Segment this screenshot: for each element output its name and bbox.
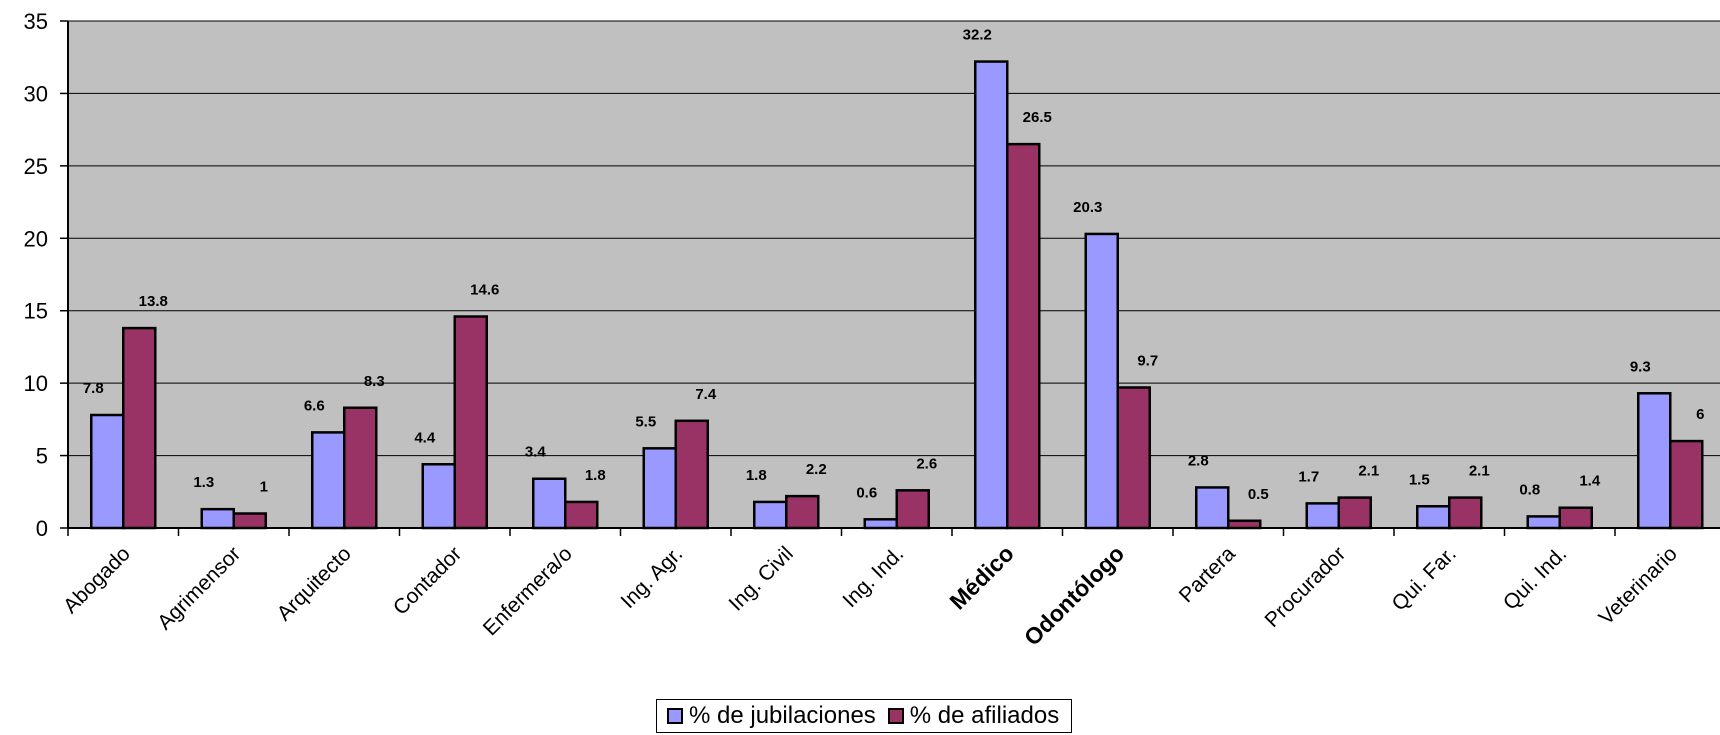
bar-afiliados — [343, 406, 378, 530]
data-label: 3.4 — [525, 444, 547, 461]
data-labels: 7.8 13.8 1.3 1 6.6 8.3 4.4 14.6 3.4 1.8 5.5 7.4 1.8 2… — [83, 27, 1705, 503]
category-label: Agrimensor — [153, 542, 245, 634]
data-label: 14.6 — [470, 282, 499, 299]
data-label: 0.8 — [1519, 481, 1540, 498]
category-label: Qui. Far. — [1388, 542, 1461, 615]
bar-jubilaciones — [1305, 502, 1340, 530]
data-label: 2.8 — [1188, 452, 1209, 469]
data-label: 9.3 — [1630, 358, 1651, 375]
data-label: 20.3 — [1073, 199, 1102, 216]
data-label: 2.6 — [916, 455, 937, 472]
data-label: 9.7 — [1137, 352, 1158, 369]
category-label: Procurador — [1261, 542, 1351, 632]
bar-afiliados — [1006, 142, 1041, 530]
category-label: Ing. Ind. — [838, 542, 908, 612]
bar-jubilaciones — [532, 477, 567, 530]
bars — [90, 60, 1704, 530]
bar-afiliados — [564, 500, 599, 530]
y-tick-label: 10 — [24, 371, 48, 396]
data-label: 5.5 — [635, 413, 656, 430]
category-label: Qui. Ind. — [1499, 542, 1571, 614]
bar-jubilaciones — [311, 431, 346, 530]
data-label: 1.5 — [1409, 471, 1430, 488]
data-label: 32.2 — [963, 27, 992, 44]
bar-afiliados — [453, 315, 488, 530]
category-label: Odontólogo — [1019, 540, 1130, 651]
data-label: 2.2 — [806, 461, 827, 478]
bar-jubilaciones — [753, 500, 788, 530]
bar-afiliados — [1227, 519, 1262, 530]
data-label: 1.7 — [1298, 468, 1319, 485]
bar-afiliados — [674, 419, 709, 530]
data-label: 0.6 — [856, 484, 877, 501]
y-tick-label: 35 — [24, 9, 48, 34]
y-tick-label: 15 — [24, 299, 48, 324]
data-label: 7.8 — [83, 380, 104, 397]
bar-afiliados — [122, 326, 157, 530]
category-label: Ing. Civil — [725, 542, 798, 615]
data-label: 0.5 — [1248, 486, 1269, 503]
bar-jubilaciones — [200, 507, 235, 530]
bar-jubilaciones — [421, 463, 456, 530]
bar-jubilaciones — [1195, 486, 1230, 530]
data-label: 26.5 — [1023, 109, 1052, 126]
category-label: Veterinario — [1595, 542, 1682, 629]
bar-jubilaciones — [863, 518, 898, 530]
bar-afiliados — [1558, 506, 1593, 530]
data-label: 1 — [260, 479, 268, 496]
bar-jubilaciones — [974, 60, 1009, 530]
y-tick-label: 30 — [24, 81, 48, 106]
category-label: Abogado — [59, 542, 135, 618]
bar-jubilaciones — [1637, 392, 1672, 530]
bar-afiliados — [1337, 496, 1372, 530]
bar-jubilaciones — [1084, 232, 1119, 530]
legend-swatch-jubilaciones — [667, 708, 683, 724]
category-label: Enfermera/o — [479, 542, 577, 640]
data-label: 2.1 — [1358, 463, 1379, 480]
bar-afiliados — [785, 494, 820, 530]
data-label: 1.8 — [746, 467, 767, 484]
y-tick-label: 20 — [24, 226, 48, 251]
data-label: 2.1 — [1469, 463, 1490, 480]
data-label: 1.4 — [1579, 473, 1601, 490]
legend-item-afiliados: % de afiliados — [887, 702, 1060, 730]
y-tick-label: 25 — [24, 154, 48, 179]
data-label: 13.8 — [139, 293, 168, 310]
bar-afiliados — [1116, 386, 1151, 530]
legend-label-jubilaciones: % de jubilaciones — [689, 702, 876, 729]
bar-afiliados — [232, 512, 267, 530]
data-label: 1.3 — [193, 474, 214, 491]
category-label: Médico — [944, 540, 1018, 614]
category-label: Arquitecto — [273, 542, 356, 625]
bar-jubilaciones — [90, 413, 125, 530]
category-labels: Abogado Agrimensor Arquitecto Contador Enfer… — [59, 540, 1682, 651]
category-label: Partera — [1175, 542, 1240, 607]
legend-swatch-afiliados — [887, 708, 904, 724]
data-label: 7.4 — [695, 386, 717, 403]
legend-label-afiliados: % de afiliados — [909, 702, 1060, 729]
bar-afiliados — [1669, 439, 1704, 530]
y-axis: 0 5 10 15 20 25 30 35 — [24, 9, 69, 541]
legend-item-jubilaciones: % de jubilaciones — [667, 702, 876, 730]
category-label: Contador — [389, 542, 466, 619]
bar-afiliados — [1448, 496, 1483, 530]
y-tick-label: 5 — [36, 444, 48, 469]
y-tick-label: 0 — [36, 516, 48, 541]
data-label: 8.3 — [364, 373, 385, 390]
data-label: 6.6 — [304, 397, 325, 414]
bar-jubilaciones — [1526, 515, 1561, 530]
category-label: Ing. Agr. — [617, 542, 688, 613]
legend: % de jubilaciones % de afiliados — [656, 699, 1073, 733]
bar-jubilaciones — [642, 447, 677, 530]
bar-jubilaciones — [1416, 505, 1451, 530]
data-label: 1.8 — [585, 467, 606, 484]
data-label: 4.4 — [414, 429, 436, 446]
bar-afiliados — [895, 489, 930, 530]
data-label: 6 — [1696, 406, 1704, 423]
